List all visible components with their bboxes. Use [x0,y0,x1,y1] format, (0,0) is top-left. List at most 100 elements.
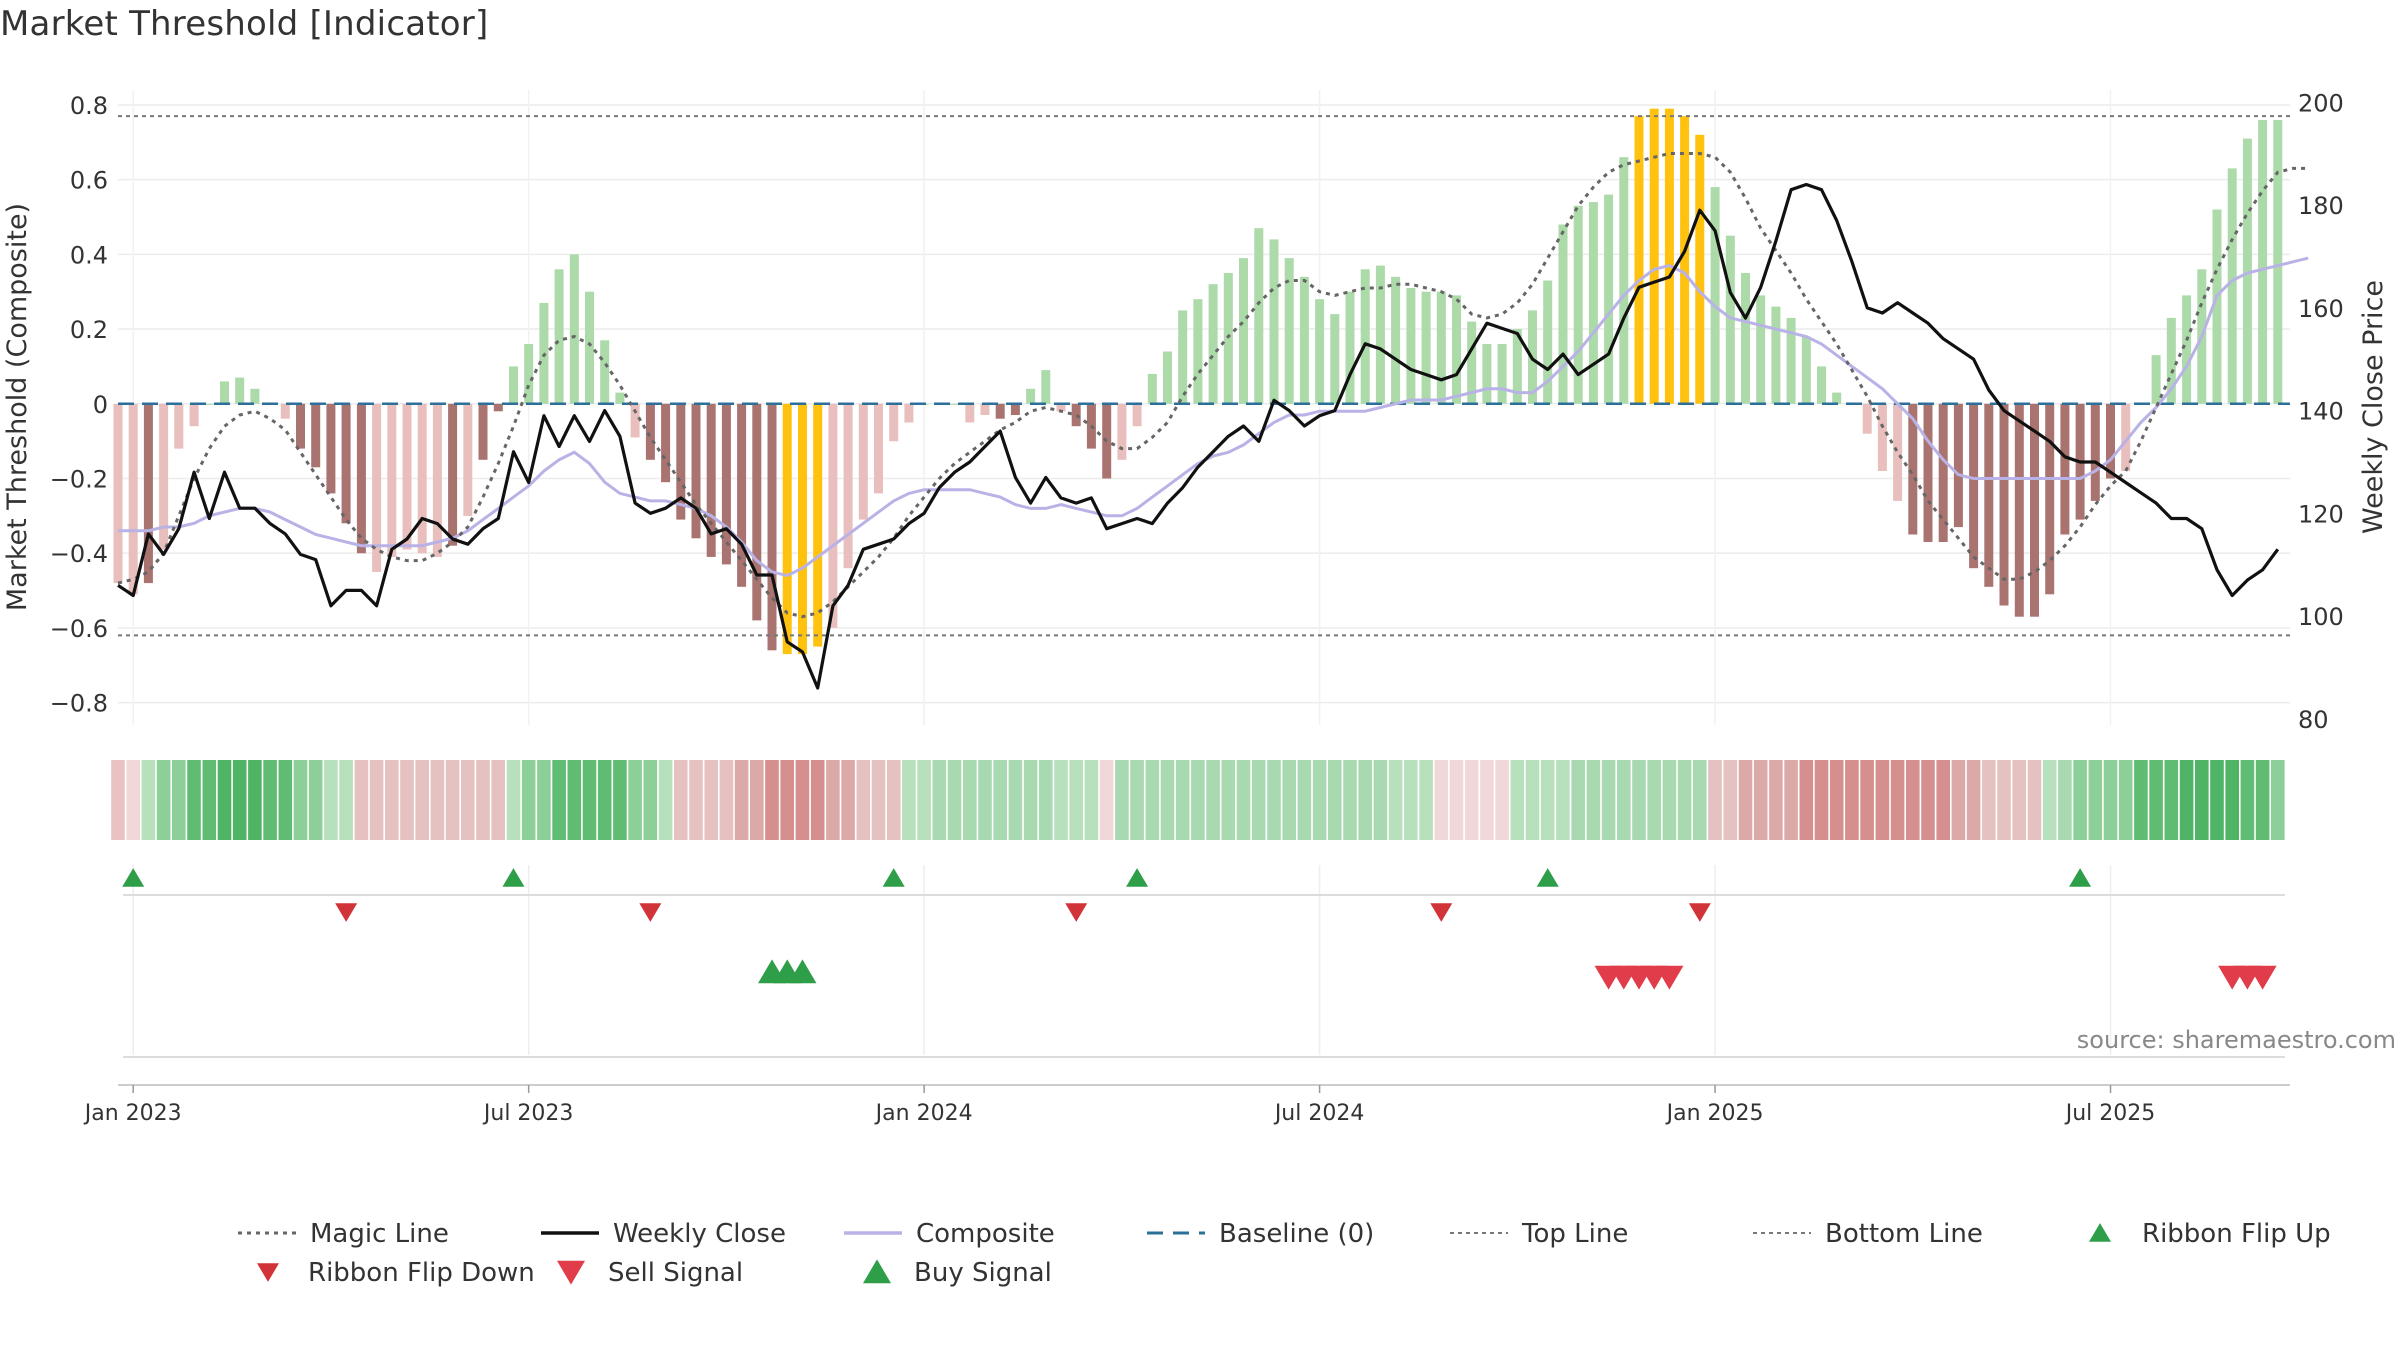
ribbon-cell [567,760,582,840]
ribbon-cell [1829,760,1844,840]
ribbon-cell [552,760,566,840]
composite-bar [1330,314,1340,404]
ribbon-cell [2195,760,2209,840]
composite-bar [676,403,686,520]
composite-bar [372,403,382,572]
ribbon-cell [2073,760,2087,840]
composite-bar [1938,403,1948,542]
ribbon-cell [1480,760,1494,840]
legend-label: Sell Signal [608,1258,743,1288]
ribbon-cell [734,760,749,840]
ribbon-cell [597,760,612,840]
ribbon-cell [582,760,597,840]
legend-label: Ribbon Flip Down [308,1258,535,1288]
composite-bar [280,403,290,419]
ribbon-cell [886,760,901,840]
composite-bar [1315,299,1325,404]
right-tick-label: 200 [2298,89,2344,117]
ribbon-cell [2225,760,2239,840]
composite-bar [1710,187,1720,404]
left-tick-label: −0.2 [50,465,108,493]
ribbon-cell [674,760,688,840]
composite-bar [1999,403,2009,606]
composite-bar [585,291,594,404]
ribbon-cell [1769,760,1783,840]
right-tick-label: 140 [2298,398,2344,426]
ribbon-cell [1236,760,1251,840]
left-tick-label: −0.8 [50,690,108,718]
ribbon-cell [2255,760,2270,840]
composite-bar [2060,403,2070,535]
composite-bar [980,403,990,415]
x-tick-label: Jan 2023 [83,1101,182,1126]
ribbon-cell [461,760,475,840]
composite-bar [341,403,351,524]
composite-bar [2182,295,2192,404]
composite-bar [2014,403,2024,617]
composite-bar [813,403,823,647]
ribbon-cell [871,760,886,840]
ribbon-flip-up-marker [1536,868,1559,887]
ribbon-cell [1115,760,1129,840]
ribbon-cell [172,760,186,840]
ribbon-cell [658,760,673,840]
composite-bar [1984,403,1994,587]
ribbon-cell [369,760,384,840]
composite-bar [1558,224,1568,404]
ribbon-flip-down-marker [639,903,662,922]
legend-label: Top Line [1521,1219,1628,1249]
ribbon-flip-up-marker [882,868,905,887]
ribbon-cell [1936,760,1950,840]
magic-line [117,152,2309,619]
composite-bar [1071,403,1081,427]
composite-bar [767,403,777,651]
composite-bar [843,403,853,569]
composite-bar [159,403,169,550]
composite-line [118,256,2309,578]
composite-bar [1862,403,1872,434]
ribbon-cell [111,760,125,840]
ribbon-cell [293,760,308,840]
composite-bar [2273,119,2283,404]
composite-bar [1375,265,1385,404]
composite-bar [1482,344,1492,404]
ribbon-flip-down-marker [1688,903,1711,922]
ribbon-cell [1860,760,1874,840]
composite-bar [220,381,229,404]
ribbon-cell [1282,760,1296,840]
x-tick-label: Jan 2024 [874,1101,973,1126]
ribbon-cell [1556,760,1570,840]
ribbon-flip-up-marker [502,868,525,887]
ribbon-cell [537,760,551,840]
composite-bar [1649,108,1659,404]
ribbon-cell [1601,760,1616,840]
ribbon-cell [947,760,962,840]
composite-bar [1284,258,1294,404]
left-tick-label: 0.8 [70,92,108,120]
ribbon-cell [308,760,323,840]
ribbon-cell [156,760,171,840]
ribbon-cell [2103,760,2118,840]
composite-bar [1786,317,1796,404]
composite-bar [1680,116,1690,404]
composite-bar [1893,403,1903,501]
ribbon-cell [1069,760,1083,840]
ribbon-cell [2149,760,2163,840]
composite-bar [1041,370,1051,404]
ribbon-cell [1130,760,1144,840]
ribbon-cell [2088,760,2103,840]
composite-bar [1467,321,1477,404]
right-tick-label: 120 [2298,500,2344,528]
legend-swatch-ribbon-flip-up [2089,1223,2111,1242]
composite-bar [1817,366,1826,404]
composite-bar [1452,295,1461,404]
right-tick-label: 100 [2298,603,2344,631]
composite-bar [1132,403,1142,427]
composite-bar [1010,403,1020,415]
ribbon-cell [1388,760,1403,840]
composite-bar [752,403,762,621]
composite-bar [2045,403,2055,595]
ribbon-flip-up-marker [1126,868,1149,887]
composite-bar [950,403,960,405]
composite-bar [1695,134,1705,404]
